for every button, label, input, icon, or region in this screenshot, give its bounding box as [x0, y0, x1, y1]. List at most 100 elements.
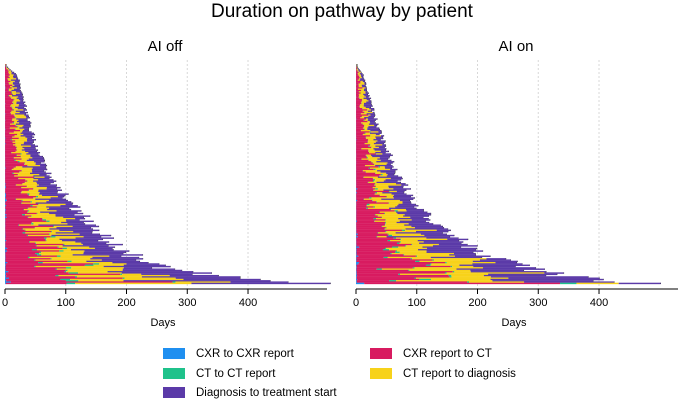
bar-segment — [357, 188, 376, 190]
bar-segment — [386, 236, 450, 238]
bar-segment — [31, 223, 34, 225]
patient-bar — [356, 105, 373, 107]
bar-segment — [364, 117, 374, 119]
bar-segment — [377, 170, 396, 172]
bar-segment — [356, 269, 409, 272]
bar-segment — [30, 205, 33, 207]
bar-segment — [5, 152, 12, 154]
bar-segment — [65, 269, 68, 272]
bar-segment — [12, 93, 16, 96]
bar-segment — [382, 153, 391, 155]
bar-segment — [34, 176, 45, 179]
bar-segment — [14, 131, 23, 133]
bar-segment — [375, 183, 397, 185]
bar-segment — [12, 86, 20, 88]
patient-bar — [356, 202, 412, 204]
bar-segment — [5, 190, 22, 193]
bar-segment — [368, 126, 377, 128]
patient-bar — [5, 64, 7, 66]
bar-segment — [5, 202, 22, 204]
bar-segment — [364, 198, 382, 201]
bar-segment — [362, 115, 369, 118]
patient-bar — [356, 254, 477, 256]
bar-segment — [375, 164, 393, 167]
patient-bar — [356, 205, 419, 207]
bar-segment — [5, 259, 35, 261]
bar-segment — [5, 203, 39, 206]
bar-segment — [446, 262, 496, 264]
bar-segment — [55, 215, 91, 217]
bar-segment — [395, 251, 400, 254]
bar-segment — [362, 110, 368, 113]
bar-segment — [10, 105, 19, 107]
bar-segment — [5, 177, 19, 180]
bar-segment — [358, 74, 361, 76]
bar-segment — [64, 243, 83, 246]
bar-segment — [42, 218, 76, 220]
patient-bar — [5, 219, 80, 221]
bar-segment — [16, 97, 23, 100]
bar-segment — [63, 216, 84, 219]
bar-segment — [14, 159, 16, 162]
patient-bar — [356, 199, 411, 202]
bar-segment — [50, 258, 52, 260]
patient-bar — [356, 104, 372, 106]
patient-bar — [356, 65, 358, 67]
patient-bar — [356, 166, 394, 168]
bar-segment — [5, 186, 6, 189]
bar-segment — [12, 139, 27, 141]
bar-segment — [389, 202, 403, 204]
bar-segment — [414, 267, 483, 269]
bar-segment — [371, 146, 379, 149]
patient-bar — [5, 205, 78, 207]
bar-segment — [378, 146, 385, 149]
bar-segment — [12, 82, 19, 84]
bar-segment — [172, 281, 176, 283]
legend-label: Diagnosis to treatment start — [196, 387, 337, 399]
bar-segment — [369, 132, 382, 135]
bar-segment — [5, 133, 18, 136]
bar-segment — [21, 202, 22, 204]
bar-segment — [11, 92, 13, 94]
bar-segment — [363, 93, 368, 96]
bar-segment — [356, 136, 366, 138]
bar-segment — [385, 212, 398, 215]
bar-segment — [12, 106, 16, 109]
bar-segment — [14, 115, 26, 118]
bar-segment — [21, 155, 31, 158]
bar-segment — [101, 259, 136, 261]
bar-segment — [356, 132, 365, 135]
patient-bar — [5, 192, 58, 194]
bar-segment — [5, 272, 6, 274]
bar-segment — [5, 240, 7, 242]
bar-segment — [367, 207, 390, 210]
bar-segment — [358, 84, 362, 87]
bar-segment — [21, 153, 27, 155]
bar-segment — [13, 144, 21, 146]
bar-segment — [385, 167, 392, 169]
bar-segment — [38, 262, 43, 264]
patient-bar — [356, 189, 407, 191]
bar-segment — [356, 87, 363, 89]
bar-segment — [356, 216, 382, 219]
patient-bar — [356, 278, 604, 281]
bar-segment — [358, 83, 365, 85]
bar-segment — [358, 71, 361, 74]
bar-segment — [22, 214, 26, 216]
patient-bar — [356, 225, 443, 228]
bar-segment — [93, 264, 124, 267]
bar-segment — [5, 75, 9, 78]
bar-segment — [5, 153, 21, 155]
bar-segment — [5, 168, 12, 171]
bar-segment — [356, 234, 389, 237]
bar-segment — [391, 193, 407, 195]
bar-segment — [5, 163, 25, 166]
bar-segment — [29, 194, 42, 197]
bar-segment — [35, 198, 66, 201]
bar-segment — [386, 196, 394, 198]
bar-segment — [410, 216, 424, 219]
bar-segment — [5, 183, 6, 185]
